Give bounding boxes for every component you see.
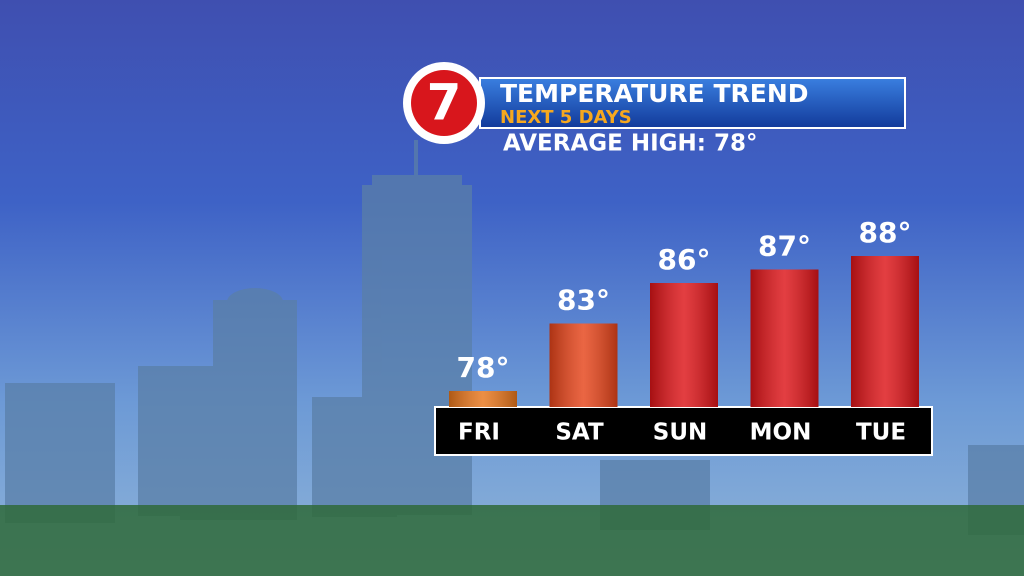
value-label: 88° xyxy=(859,216,912,249)
chart-title: TEMPERATURE TREND xyxy=(500,79,809,108)
x-tick-label: SAT xyxy=(555,420,604,446)
x-tick-label: MON xyxy=(750,420,812,446)
logo: 7 xyxy=(427,74,462,132)
bar-shine xyxy=(650,283,718,407)
logo-disc xyxy=(411,70,477,136)
chart-subtitle: NEXT 5 DAYS xyxy=(500,107,632,128)
bar-shine xyxy=(750,269,819,407)
annotation: AVERAGE HIGH: 78° xyxy=(503,131,758,157)
value-label: 78° xyxy=(457,351,510,384)
bar-shine xyxy=(851,256,919,407)
trees xyxy=(0,505,1024,576)
category-box xyxy=(434,406,933,456)
value-label: 87° xyxy=(758,230,811,263)
title-box xyxy=(479,77,906,129)
bar-shine xyxy=(449,391,517,407)
bar-shine xyxy=(549,323,618,407)
x-tick-label: FRI xyxy=(458,420,500,446)
value-label: 86° xyxy=(658,243,711,276)
x-tick-label: TUE xyxy=(856,420,906,446)
skyline xyxy=(5,140,1024,535)
value-label: 83° xyxy=(557,284,610,317)
x-tick-label: SUN xyxy=(653,420,708,446)
